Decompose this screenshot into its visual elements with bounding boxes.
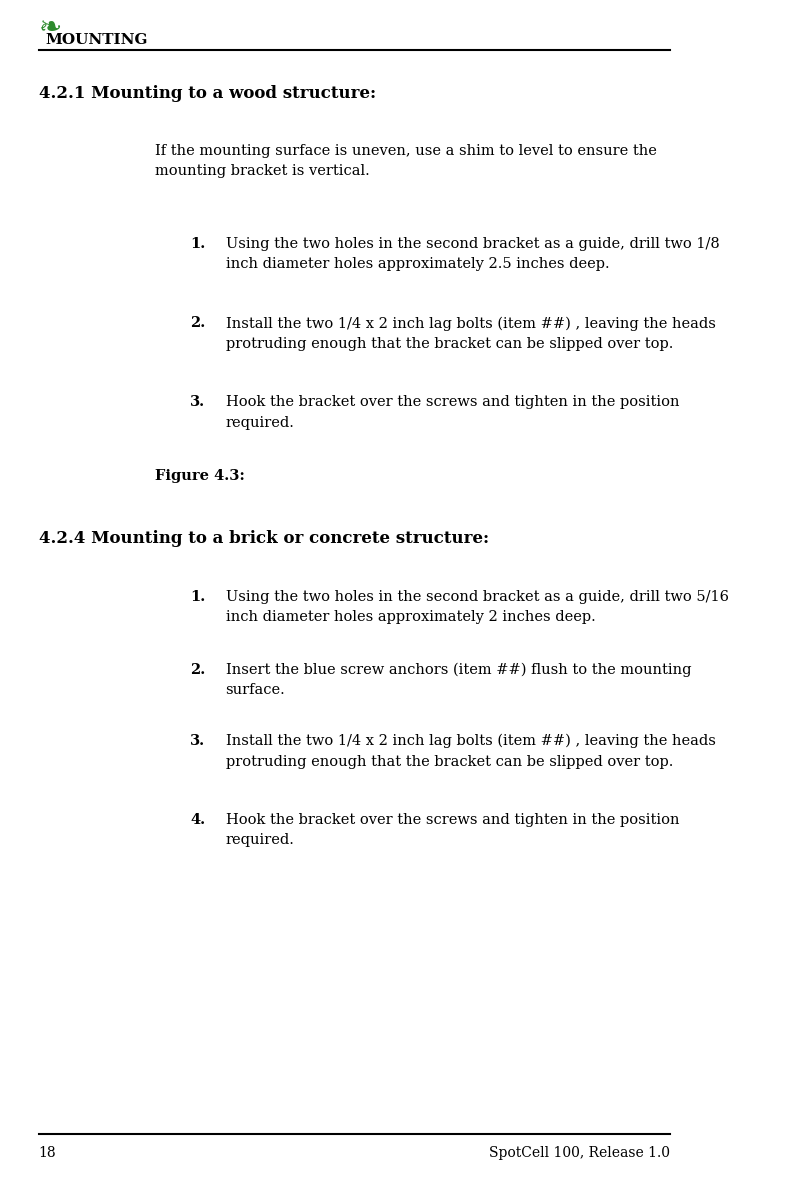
Text: 2.: 2. xyxy=(191,316,206,330)
Text: 18: 18 xyxy=(39,1146,56,1160)
Text: Using the two holes in the second bracket as a guide, drill two 1/8
inch diamete: Using the two holes in the second bracke… xyxy=(225,237,719,271)
Text: 4.2.4 Mounting to a brick or concrete structure:: 4.2.4 Mounting to a brick or concrete st… xyxy=(39,530,489,547)
Text: Install the two 1/4 x 2 inch lag bolts (item ##) , leaving the heads
protruding : Install the two 1/4 x 2 inch lag bolts (… xyxy=(225,316,715,350)
Text: If the mounting surface is uneven, use a shim to level to ensure the
mounting br: If the mounting surface is uneven, use a… xyxy=(155,144,657,179)
Text: Hook the bracket over the screws and tighten in the position
required.: Hook the bracket over the screws and tig… xyxy=(225,395,679,430)
Text: 3.: 3. xyxy=(191,395,206,410)
Text: SpotCell 100, Release 1.0: SpotCell 100, Release 1.0 xyxy=(489,1146,670,1160)
Text: Hook the bracket over the screws and tighten in the position
required.: Hook the bracket over the screws and tig… xyxy=(225,813,679,848)
Text: 4.: 4. xyxy=(191,813,206,828)
Text: MOUNTING: MOUNTING xyxy=(46,33,149,47)
Text: Using the two holes in the second bracket as a guide, drill two 5/16
inch diamet: Using the two holes in the second bracke… xyxy=(225,590,729,624)
Text: 4.2.1 Mounting to a wood structure:: 4.2.1 Mounting to a wood structure: xyxy=(39,85,376,102)
Text: 2.: 2. xyxy=(191,663,206,677)
Text: 3.: 3. xyxy=(191,734,206,748)
Text: 1.: 1. xyxy=(191,590,206,604)
Text: 1.: 1. xyxy=(191,237,206,251)
Text: ❧: ❧ xyxy=(39,14,62,43)
Text: Install the two 1/4 x 2 inch lag bolts (item ##) , leaving the heads
protruding : Install the two 1/4 x 2 inch lag bolts (… xyxy=(225,734,715,768)
Text: Insert the blue screw anchors (item ##) flush to the mounting
surface.: Insert the blue screw anchors (item ##) … xyxy=(225,663,691,697)
Text: Figure 4.3:: Figure 4.3: xyxy=(155,469,245,483)
